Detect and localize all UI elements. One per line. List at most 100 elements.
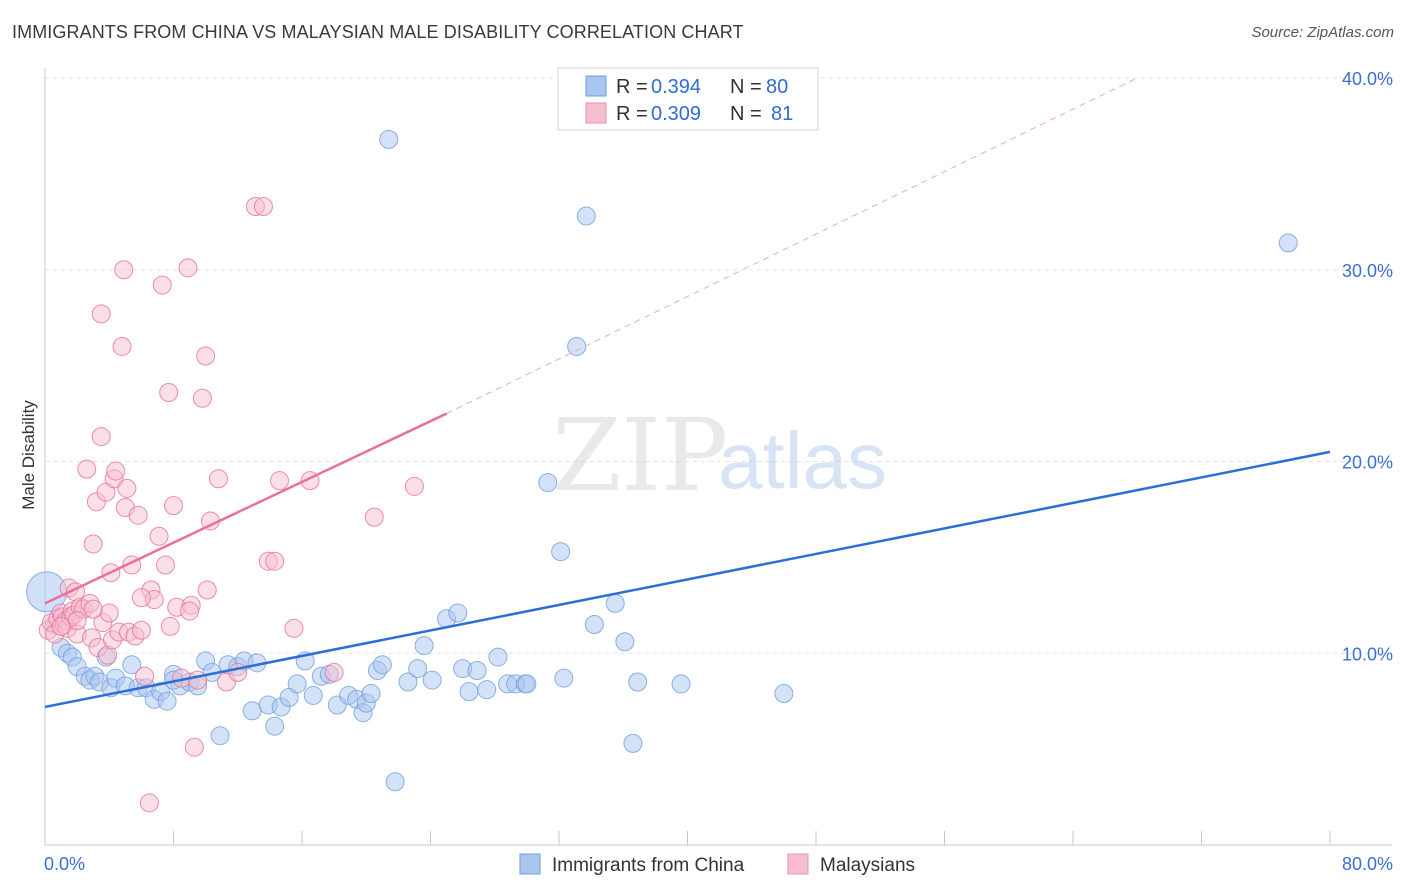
legend-n-label-malaysians: N = bbox=[730, 103, 762, 125]
point-malaysians bbox=[91, 427, 111, 447]
legend-swatch-china bbox=[585, 75, 607, 97]
point-malaysians bbox=[270, 471, 290, 491]
y-axis-title: Male Disability bbox=[19, 400, 38, 510]
legend-n-value-china: 80 bbox=[766, 76, 788, 98]
point-china bbox=[774, 684, 794, 704]
point-china bbox=[361, 684, 381, 704]
point-malaysians bbox=[196, 346, 216, 366]
point-china bbox=[671, 674, 691, 694]
point-malaysians bbox=[114, 260, 134, 280]
point-china bbox=[584, 614, 604, 634]
point-malaysians bbox=[160, 616, 180, 636]
point-malaysians bbox=[77, 459, 97, 479]
x-tick-labels: 0.0% 80.0% bbox=[44, 854, 1393, 874]
point-china bbox=[122, 655, 142, 675]
legend-r-value-china: 0.394 bbox=[651, 76, 701, 98]
point-malaysians bbox=[192, 388, 212, 408]
point-malaysians bbox=[112, 336, 132, 356]
chart-title: IMMIGRANTS FROM CHINA VS MALAYSIAN MALE … bbox=[12, 22, 744, 42]
bottom-legend-swatch-china bbox=[519, 853, 541, 875]
point-malaysians bbox=[404, 476, 424, 496]
point-malaysians bbox=[106, 461, 126, 481]
point-china bbox=[210, 726, 230, 746]
y-tick-label: 20.0% bbox=[1342, 453, 1393, 473]
watermark-zip: ZIP bbox=[552, 397, 728, 514]
point-malaysians bbox=[284, 618, 304, 638]
point-china bbox=[623, 733, 643, 753]
point-malaysians bbox=[149, 526, 169, 546]
point-china bbox=[398, 672, 418, 692]
point-malaysians bbox=[99, 603, 119, 623]
point-china bbox=[157, 691, 177, 711]
point-china bbox=[605, 593, 625, 613]
source-label: Source: ZipAtlas.com bbox=[1251, 24, 1394, 41]
point-china bbox=[551, 542, 571, 562]
y-tick-label: 40.0% bbox=[1342, 69, 1393, 89]
x-tick-label: 80.0% bbox=[1342, 854, 1393, 874]
point-malaysians bbox=[83, 599, 103, 619]
point-malaysians bbox=[364, 507, 384, 527]
point-malaysians bbox=[228, 662, 248, 682]
point-malaysians bbox=[324, 662, 344, 682]
point-china bbox=[422, 670, 442, 690]
point-malaysians bbox=[180, 601, 200, 621]
watermark-atlas: atlas bbox=[718, 416, 887, 505]
trend-line-china bbox=[44, 450, 1331, 709]
point-malaysians bbox=[131, 620, 151, 640]
point-china bbox=[488, 647, 508, 667]
point-china bbox=[385, 772, 405, 792]
point-malaysians bbox=[184, 737, 204, 757]
point-china bbox=[517, 674, 537, 694]
legend-r-value-malaysians: 0.309 bbox=[651, 103, 701, 125]
x-tick-label: 0.0% bbox=[44, 854, 85, 874]
point-china bbox=[467, 661, 487, 681]
trend-line-malaysians-extension bbox=[446, 77, 1138, 415]
point-malaysians bbox=[164, 496, 183, 516]
legend-n-label-china: N = bbox=[730, 76, 762, 98]
point-china bbox=[379, 129, 399, 149]
point-china bbox=[408, 659, 428, 679]
data-points bbox=[26, 129, 1298, 813]
point-malaysians bbox=[155, 555, 175, 575]
bottom-legend: Immigrants from China Malaysians bbox=[519, 853, 915, 876]
point-china bbox=[265, 716, 285, 736]
point-malaysians bbox=[135, 666, 155, 686]
point-malaysians bbox=[139, 793, 159, 813]
grid-lines bbox=[45, 77, 1392, 654]
y-tick-label: 30.0% bbox=[1342, 261, 1393, 281]
point-china bbox=[576, 206, 596, 226]
point-china bbox=[538, 473, 558, 493]
point-malaysians bbox=[67, 611, 87, 631]
point-china bbox=[1278, 233, 1298, 253]
point-malaysians bbox=[83, 534, 103, 554]
point-malaysians bbox=[208, 469, 228, 489]
point-malaysians bbox=[91, 304, 111, 324]
trend-lines bbox=[44, 77, 1331, 709]
legend-n-value-malaysians: 81 bbox=[771, 103, 793, 125]
point-malaysians bbox=[178, 258, 198, 278]
point-china bbox=[414, 636, 434, 656]
point-malaysians bbox=[117, 478, 137, 498]
y-tick-label: 10.0% bbox=[1342, 644, 1393, 664]
trend-line-malaysians bbox=[44, 412, 448, 605]
point-china bbox=[242, 701, 262, 721]
point-china bbox=[628, 672, 648, 692]
bottom-legend-label-china: Immigrants from China bbox=[552, 855, 745, 876]
legend: R = 0.394 N = 80 R = 0.309 N = 81 bbox=[557, 67, 819, 131]
point-china bbox=[554, 668, 574, 688]
point-malaysians bbox=[265, 551, 285, 571]
point-china bbox=[287, 674, 307, 694]
bottom-legend-swatch-malaysians bbox=[787, 853, 809, 875]
point-china bbox=[567, 336, 587, 356]
axes bbox=[44, 68, 1392, 846]
y-tick-labels: 10.0% 20.0% 30.0% 40.0% bbox=[1342, 69, 1393, 664]
point-malaysians bbox=[152, 275, 172, 295]
point-malaysians bbox=[51, 616, 71, 636]
point-china bbox=[615, 632, 635, 652]
point-malaysians bbox=[131, 588, 151, 608]
point-china bbox=[477, 680, 497, 700]
legend-r-label-malaysians: R = bbox=[616, 103, 648, 125]
point-china bbox=[372, 655, 392, 675]
point-china bbox=[303, 685, 323, 705]
